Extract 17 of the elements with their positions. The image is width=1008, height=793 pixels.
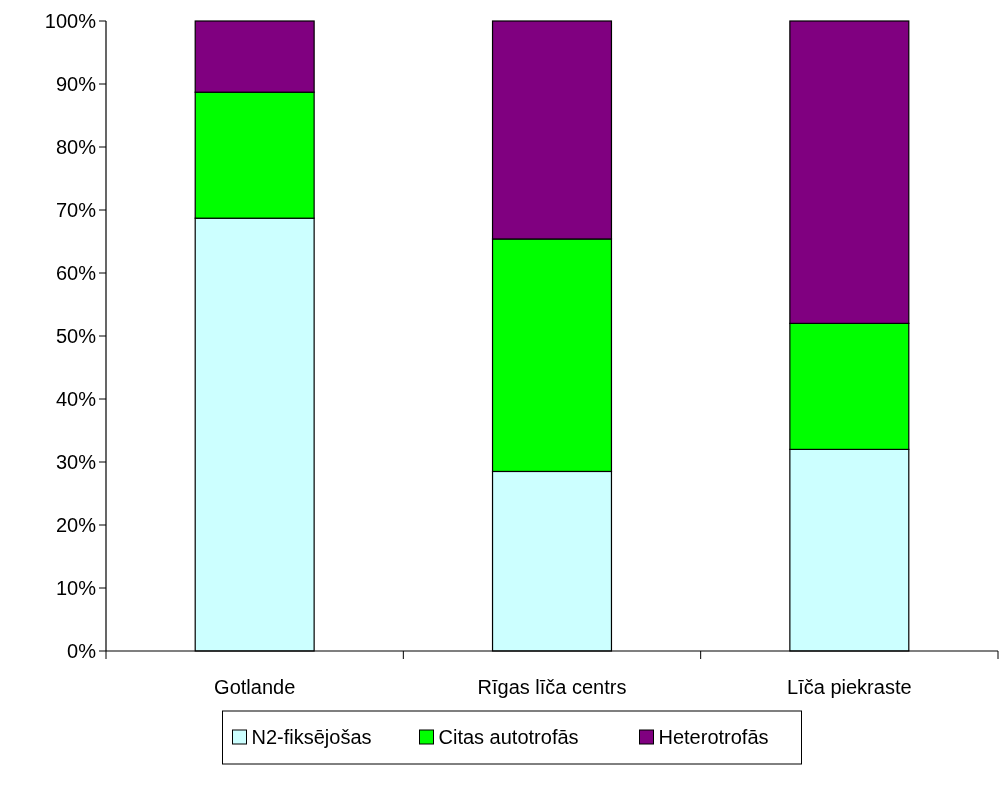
y-tick-label: 30%: [55, 451, 97, 473]
legend-label: Heterotrofās: [658, 726, 769, 748]
x-tick-label: Gotlande: [214, 676, 296, 698]
y-tick-label: 90%: [55, 73, 97, 95]
y-tick-label: 100%: [44, 10, 97, 32]
y-tick-label: 40%: [55, 388, 97, 410]
x-tick-label: Līča piekraste: [787, 676, 912, 698]
y-tick-label: 60%: [55, 262, 97, 284]
y-tick-label: 20%: [55, 514, 97, 536]
y-tick-label: 70%: [55, 199, 97, 221]
y-tick-label: 10%: [55, 577, 97, 599]
legend-label: Citas autotrofās: [438, 726, 579, 748]
legend-label: N2-fiksējošas: [251, 726, 372, 748]
y-tick-label: 80%: [55, 136, 97, 158]
y-tick-label: 0%: [67, 640, 97, 662]
y-tick-label: 50%: [55, 325, 97, 347]
x-tick-label: Rīgas līča centrs: [477, 676, 627, 698]
